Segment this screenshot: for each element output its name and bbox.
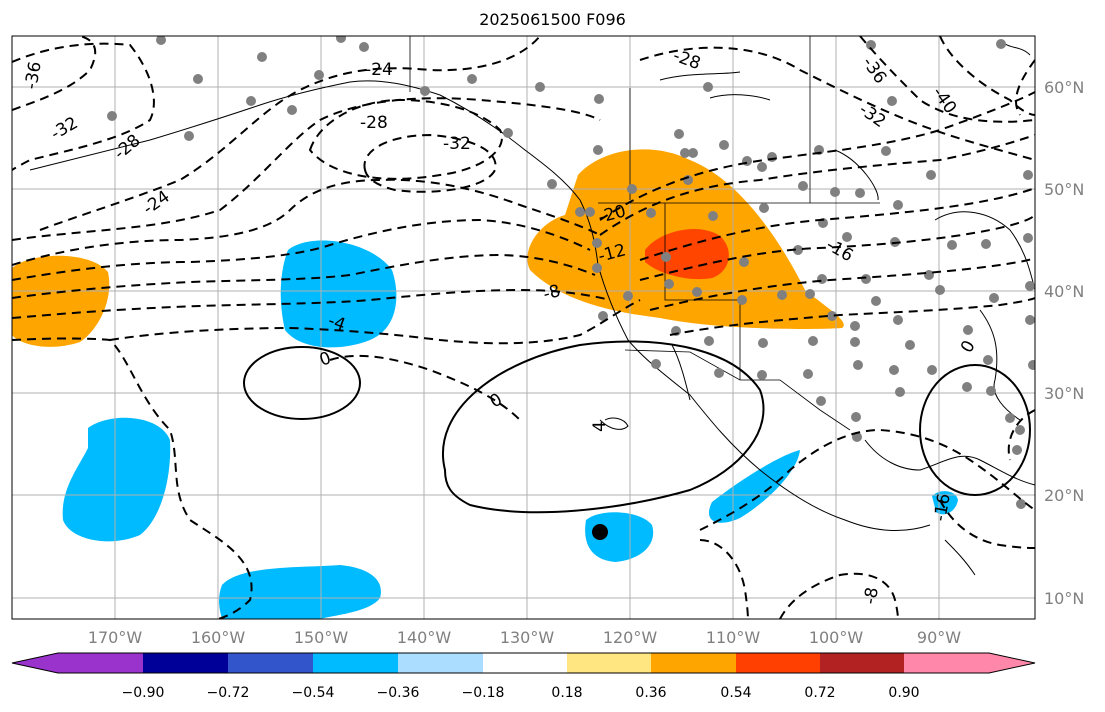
colorbar-segment xyxy=(567,653,651,673)
contour-label: 4 xyxy=(590,421,610,432)
blue-region-3 xyxy=(219,565,381,619)
lat-label: 40°N xyxy=(1044,282,1084,301)
highlight-point-marker xyxy=(592,524,608,540)
lat-label: 30°N xyxy=(1044,384,1084,403)
colorbar-segment xyxy=(313,653,398,673)
colorbar-tick-label: −0.18 xyxy=(462,685,505,701)
colorbar-segment xyxy=(651,653,736,673)
colorbar-segment xyxy=(904,653,989,673)
map-panel xyxy=(12,36,1035,619)
colorbar-segment xyxy=(228,653,313,673)
solid-contours xyxy=(243,340,1031,514)
dashed-contours xyxy=(12,36,1035,619)
lon-label: 120°W xyxy=(603,628,658,647)
map-frame xyxy=(11,35,1036,620)
station-markers xyxy=(107,36,1035,509)
lon-label: 110°W xyxy=(706,628,761,647)
colorbar-tick-label: −0.90 xyxy=(122,685,165,701)
blue-region-2 xyxy=(62,417,171,542)
lon-label: 90°W xyxy=(917,628,961,647)
colorbar-segment xyxy=(820,653,904,673)
colorbar-segment xyxy=(58,653,143,673)
contour-label: -4 xyxy=(325,311,348,336)
colorbar-tick-label: 0.72 xyxy=(804,685,835,701)
colorbar-segment xyxy=(143,653,228,673)
lon-label: 100°W xyxy=(809,628,864,647)
blue-region-1 xyxy=(280,240,397,348)
lat-label: 50°N xyxy=(1044,180,1084,199)
colorbar-segment xyxy=(398,653,483,673)
colorbar-tick-label: 0.54 xyxy=(720,685,751,701)
lat-label: 20°N xyxy=(1044,486,1084,505)
blue-region-5 xyxy=(708,450,800,523)
colorbar-tick-label: 0.18 xyxy=(551,685,582,701)
longitude-labels: 170°W 160°W 150°W 140°W 130°W 120°W 110°… xyxy=(88,628,961,647)
lon-label: 160°W xyxy=(191,628,246,647)
colorbar-tick-label: −0.36 xyxy=(377,685,420,701)
orange-region-northwest xyxy=(12,255,110,347)
lat-label: 60°N xyxy=(1044,78,1084,97)
colorbar-segment xyxy=(736,653,820,673)
contour-label: -16 xyxy=(930,492,955,523)
lon-label: 130°W xyxy=(500,628,555,647)
lon-label: 150°W xyxy=(294,628,349,647)
lat-label: 10°N xyxy=(1044,589,1084,608)
colorbar-tick-label: 0.90 xyxy=(888,685,919,701)
contour-label: -36 xyxy=(21,60,46,91)
contour-label: -28 xyxy=(360,113,388,133)
map-title: 2025061500 F096 xyxy=(479,10,626,29)
red-region-west-us xyxy=(645,228,729,280)
contour-label: -32 xyxy=(443,134,471,154)
colorbar-low-extend xyxy=(12,653,58,673)
shading-layer xyxy=(12,149,958,619)
colorbar-high-extend xyxy=(989,653,1035,673)
lon-label: 170°W xyxy=(88,628,143,647)
country-borders xyxy=(409,36,880,431)
colorbar-tick-label: −0.72 xyxy=(207,685,250,701)
colorbar: −0.90 −0.72 −0.54 −0.36 −0.18 0.18 0.36 … xyxy=(11,652,1036,701)
latitude-labels: 60°N 50°N 40°N 30°N 20°N 10°N xyxy=(1044,78,1084,608)
lon-label: 140°W xyxy=(397,628,452,647)
contour-label: -8 xyxy=(541,281,563,305)
colorbar-tick-label: −0.54 xyxy=(292,685,335,701)
colorbar-tick-label: 0.36 xyxy=(635,685,666,701)
contour-label: -8 xyxy=(860,586,883,606)
colorbar-segment xyxy=(483,653,567,673)
contour-label: -24 xyxy=(365,60,393,80)
